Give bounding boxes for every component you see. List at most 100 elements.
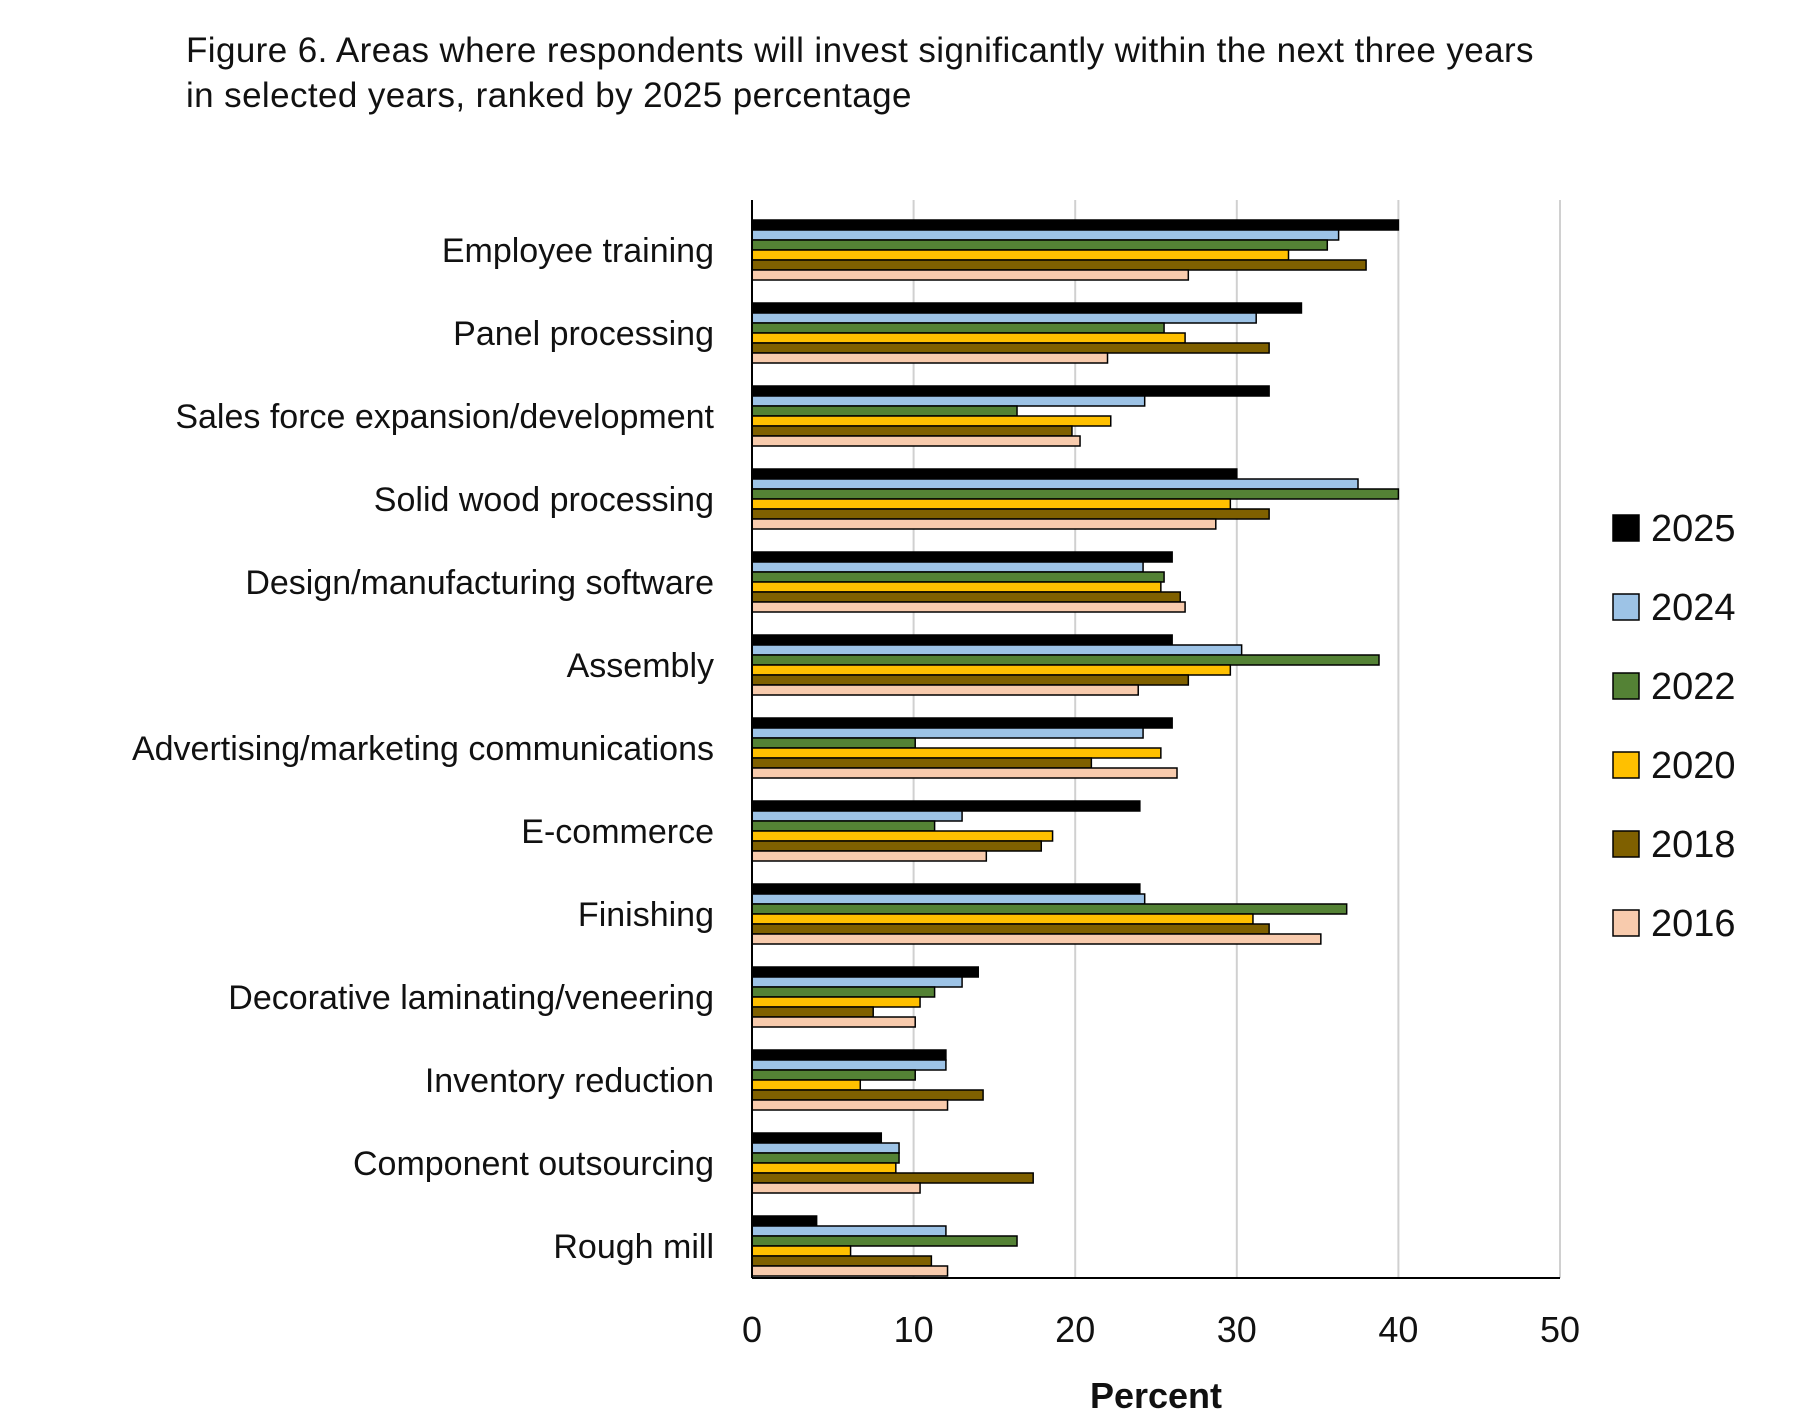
bar xyxy=(752,914,1253,924)
bar xyxy=(752,884,1140,894)
bar xyxy=(752,303,1301,313)
bar xyxy=(752,831,1053,841)
bar-group xyxy=(752,469,1398,529)
bar xyxy=(752,509,1269,519)
x-tick-label: 50 xyxy=(1540,1309,1580,1350)
bar-group xyxy=(752,303,1301,363)
legend-label: 2018 xyxy=(1651,824,1736,866)
legend-swatch xyxy=(1613,515,1639,541)
x-tick-label: 40 xyxy=(1378,1309,1418,1350)
bar-group xyxy=(752,718,1177,778)
bar xyxy=(752,1133,881,1143)
bar xyxy=(752,396,1145,406)
bar xyxy=(752,1017,915,1027)
bar xyxy=(752,675,1188,685)
x-tick-label: 10 xyxy=(894,1309,934,1350)
category-label: Employee training xyxy=(442,232,714,270)
bar xyxy=(752,220,1398,230)
category-label: Panel processing xyxy=(453,315,714,353)
category-label: Sales force expansion/development xyxy=(175,398,714,436)
bar xyxy=(752,1090,983,1100)
bar xyxy=(752,801,1140,811)
bar xyxy=(752,1246,851,1256)
bar xyxy=(752,1163,896,1173)
legend-swatch xyxy=(1613,594,1639,620)
category-label: Solid wood processing xyxy=(374,481,714,519)
bar xyxy=(752,977,962,987)
legend-swatch xyxy=(1613,910,1639,936)
bar xyxy=(752,1050,946,1060)
bar xyxy=(752,924,1269,934)
bar xyxy=(752,718,1172,728)
bar xyxy=(752,685,1138,695)
bar xyxy=(752,436,1080,446)
bar xyxy=(752,323,1164,333)
bar xyxy=(752,552,1172,562)
bar-group xyxy=(752,552,1185,612)
bar xyxy=(752,270,1188,280)
legend-label: 2024 xyxy=(1651,587,1736,629)
legend-swatch xyxy=(1613,831,1639,857)
bar-group xyxy=(752,220,1398,280)
bar xyxy=(752,582,1161,592)
bar-group xyxy=(752,1050,983,1110)
bar xyxy=(752,997,920,1007)
bar xyxy=(752,230,1339,240)
x-tick-label: 30 xyxy=(1217,1309,1257,1350)
bar xyxy=(752,655,1379,665)
legend: 2025 2024 2022 2020 2018 2016 xyxy=(1613,508,1736,945)
bar xyxy=(752,821,935,831)
bar xyxy=(752,519,1216,529)
legend-item: 2024 xyxy=(1613,587,1736,629)
bar xyxy=(752,592,1180,602)
bar xyxy=(752,426,1072,436)
bar xyxy=(752,728,1143,738)
bar xyxy=(752,260,1366,270)
category-label: Advertising/marketing communications xyxy=(132,730,714,768)
category-label: Component outsourcing xyxy=(353,1145,714,1183)
category-label: Design/manufacturing software xyxy=(245,564,714,602)
bar xyxy=(752,1070,915,1080)
bar xyxy=(752,240,1327,250)
bar xyxy=(752,562,1143,572)
bar xyxy=(752,1256,931,1266)
bar xyxy=(752,1143,899,1153)
bar-group xyxy=(752,884,1347,944)
bar xyxy=(752,758,1091,768)
legend-item: 2022 xyxy=(1613,666,1736,708)
bar xyxy=(752,738,915,748)
bar xyxy=(752,499,1230,509)
x-axis-title: Percent xyxy=(1090,1375,1222,1416)
bar xyxy=(752,967,978,977)
x-tick-labels: 0 10 20 30 40 50 xyxy=(742,1309,1580,1350)
legend-swatch xyxy=(1613,673,1639,699)
bar xyxy=(752,1080,860,1090)
bar xyxy=(752,934,1321,944)
bar xyxy=(752,489,1398,499)
category-label: Inventory reduction xyxy=(425,1062,714,1100)
bar xyxy=(752,353,1108,363)
category-labels: Employee training Panel processing Sales f… xyxy=(132,232,715,1266)
legend-swatch xyxy=(1613,752,1639,778)
bar xyxy=(752,1216,817,1226)
bar xyxy=(752,479,1358,489)
bar xyxy=(752,602,1185,612)
bar xyxy=(752,386,1269,396)
bar-group xyxy=(752,801,1140,861)
category-label: E-commerce xyxy=(521,813,714,851)
bar xyxy=(752,768,1177,778)
bar xyxy=(752,748,1161,758)
bar xyxy=(752,811,962,821)
bar xyxy=(752,1183,920,1193)
legend-label: 2016 xyxy=(1651,903,1736,945)
bar xyxy=(752,1226,946,1236)
bar xyxy=(752,416,1111,426)
bar xyxy=(752,333,1185,343)
bar xyxy=(752,1007,873,1017)
legend-item: 2025 xyxy=(1613,508,1736,550)
bar xyxy=(752,1060,946,1070)
bar xyxy=(752,635,1172,645)
bar xyxy=(752,904,1347,914)
bar xyxy=(752,645,1242,655)
